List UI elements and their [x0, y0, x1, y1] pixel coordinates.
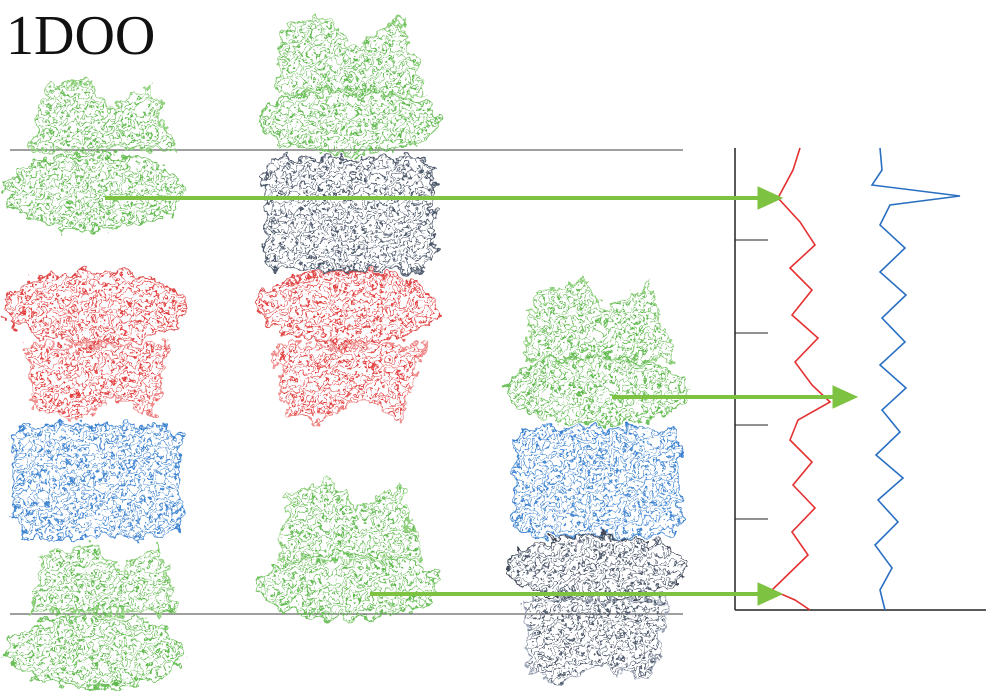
arrow-head	[758, 187, 782, 209]
protein-block	[15, 425, 180, 537]
protein-block	[515, 428, 680, 536]
protein-arms	[525, 280, 675, 360]
arrow-head	[758, 583, 782, 605]
protein-disc	[7, 616, 183, 688]
figure: 1DOO (() => { const data = JSON.parse(do…	[0, 0, 986, 691]
protein-arms	[30, 80, 175, 150]
protein-disc	[507, 536, 687, 600]
protein-block	[265, 158, 433, 270]
protein-disc	[5, 271, 185, 343]
protein-arms	[25, 345, 170, 420]
protein-disc	[507, 356, 687, 424]
protein-disc	[7, 154, 183, 230]
profile-plot	[735, 148, 986, 610]
protein-arms	[275, 345, 425, 422]
arrows	[105, 187, 857, 605]
red-profile	[772, 148, 830, 610]
protein-arms	[30, 545, 175, 612]
protein-disc	[258, 271, 438, 343]
protein-arms	[275, 15, 425, 95]
figure-canvas	[0, 0, 986, 691]
protein-structures	[5, 15, 687, 688]
figure-title: 1DOO	[6, 8, 155, 64]
blue-profile	[872, 148, 960, 610]
protein-disc	[258, 554, 438, 618]
protein-arms	[525, 600, 670, 685]
protein-disc	[258, 90, 438, 154]
protein-arms	[280, 480, 420, 560]
arrow-head	[833, 386, 857, 408]
